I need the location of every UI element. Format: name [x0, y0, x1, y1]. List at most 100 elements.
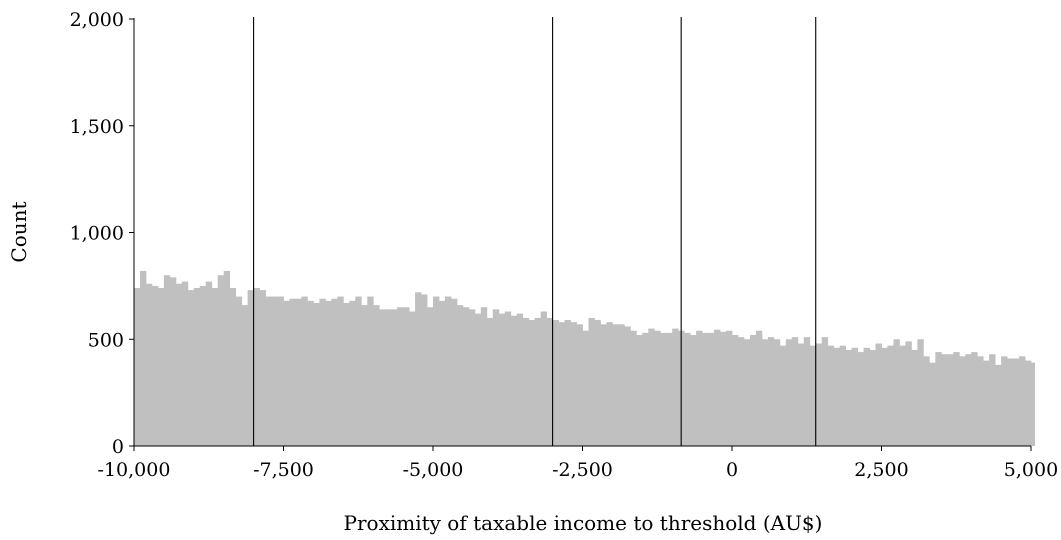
histogram-bar	[283, 300, 290, 446]
histogram-bar	[636, 334, 643, 446]
histogram-bar	[815, 343, 823, 446]
x-tick-label: 0	[726, 459, 738, 481]
histogram-bar	[134, 288, 141, 446]
histogram-bar	[965, 354, 972, 446]
histogram-bar	[803, 337, 811, 446]
histogram-bar	[899, 345, 906, 446]
histogram-bar	[749, 334, 757, 446]
histogram-bar	[953, 352, 960, 446]
histogram-bar	[714, 329, 721, 446]
x-tick-label: 2,500	[854, 459, 908, 481]
histogram-bar	[845, 349, 852, 446]
histogram-bar	[462, 307, 470, 446]
histogram-bar	[552, 320, 559, 446]
histogram-bar	[672, 328, 679, 446]
histogram-bar	[720, 331, 727, 446]
histogram-bar	[755, 330, 763, 446]
histogram-bar	[421, 294, 428, 446]
histogram-bar	[522, 317, 530, 446]
histogram-bar	[737, 337, 745, 446]
histogram-bar	[217, 275, 225, 446]
histogram-bar	[1013, 358, 1020, 446]
histogram-bar	[373, 305, 380, 446]
histogram-bar	[761, 339, 769, 446]
histogram-bar	[785, 339, 793, 446]
histogram-bar	[971, 352, 978, 446]
histogram-bar	[301, 296, 308, 446]
histogram-bar	[588, 317, 595, 446]
histogram-bar	[241, 305, 249, 446]
histogram-bar	[959, 356, 966, 446]
histogram-bar	[277, 296, 284, 446]
histogram-bar	[576, 324, 583, 446]
histogram-bar	[474, 313, 482, 446]
histogram-bar	[977, 356, 984, 446]
histogram-bar	[450, 298, 458, 446]
histogram-bar	[570, 322, 577, 446]
histogram-bar	[307, 300, 314, 446]
histogram-bar	[827, 345, 835, 446]
histogram-bar	[869, 349, 876, 446]
histogram-bar	[444, 296, 452, 446]
histogram-bar	[660, 332, 667, 446]
x-tick-label: -5,000	[403, 459, 464, 481]
histogram-bar	[498, 313, 506, 446]
x-tick-label: -10,000	[98, 459, 171, 481]
histogram-bar	[558, 322, 565, 446]
histogram-bar	[247, 290, 254, 446]
histogram-bar	[1019, 356, 1026, 446]
histogram-bar	[726, 330, 733, 446]
histogram-bar	[917, 339, 924, 446]
histogram-bar	[708, 332, 715, 446]
histogram-bar	[295, 298, 302, 446]
histogram-bar	[851, 347, 858, 446]
histogram-bar	[397, 307, 404, 446]
histogram-bar	[504, 311, 512, 446]
histogram-bar	[923, 356, 930, 446]
histogram-bar	[199, 285, 207, 447]
histogram-bar	[271, 296, 278, 446]
histogram-bar	[229, 288, 237, 446]
histogram-bar	[456, 305, 464, 446]
histogram-bar	[516, 313, 524, 446]
histogram-bar	[743, 339, 751, 446]
histogram-bar	[767, 337, 775, 446]
x-tick-label: 5,000	[1004, 459, 1058, 481]
histogram-bar	[319, 298, 326, 446]
histogram-bar	[313, 302, 320, 446]
histogram-bar	[540, 311, 548, 446]
histogram-bar	[893, 339, 900, 446]
histogram-bar	[163, 275, 171, 446]
histogram-bar	[391, 309, 398, 446]
histogram-bar	[947, 354, 954, 446]
histogram-bar	[887, 345, 894, 446]
histogram-bar	[618, 324, 625, 446]
histogram-bar	[331, 298, 338, 446]
histogram-bar	[809, 345, 817, 446]
threshold-lines	[253, 17, 817, 446]
histogram-bar	[600, 324, 607, 446]
histogram-bar	[235, 296, 243, 446]
histogram-bar	[791, 337, 799, 446]
histogram-bar	[684, 332, 691, 446]
histogram-bar	[863, 347, 870, 446]
histogram-bar	[773, 339, 781, 446]
histogram-bar	[911, 349, 918, 446]
histogram-bar	[821, 337, 829, 446]
histogram-bar	[839, 345, 847, 446]
histogram-bar	[594, 320, 601, 446]
histogram-bar	[875, 343, 882, 446]
histogram-bar	[259, 290, 266, 446]
histogram-bar	[480, 307, 488, 446]
histogram-bar	[702, 332, 709, 446]
histogram-bar	[379, 309, 386, 446]
histogram-bar	[690, 334, 697, 446]
histogram-bar	[1001, 356, 1008, 446]
histogram-bar	[857, 352, 864, 446]
histogram-bar	[433, 296, 440, 446]
histogram-bar	[253, 288, 260, 446]
histogram-bar	[833, 347, 841, 446]
histogram-bar	[349, 300, 356, 446]
histogram-bar	[139, 270, 147, 446]
histogram-bar	[343, 302, 350, 446]
